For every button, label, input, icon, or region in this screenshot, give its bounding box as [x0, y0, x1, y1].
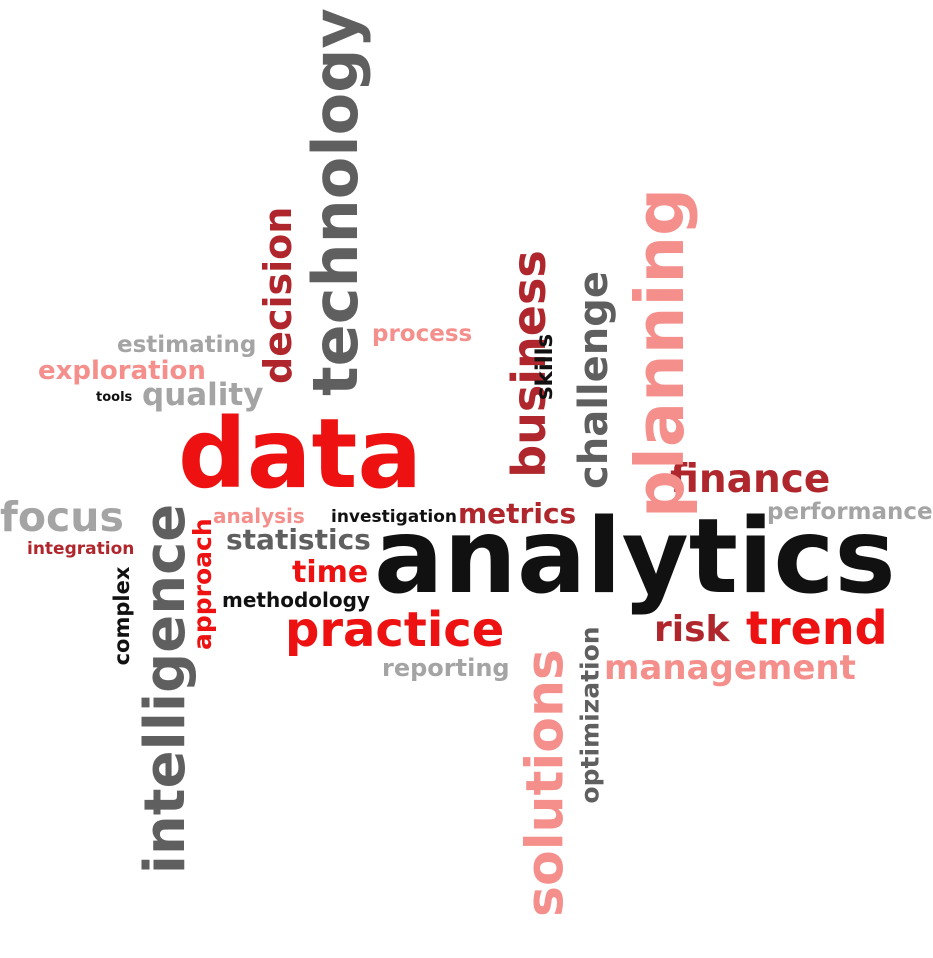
word-metrics: metrics — [458, 497, 577, 530]
word-integration: integration — [27, 539, 135, 559]
word-estimating: estimating — [117, 332, 257, 358]
word-analysis: analysis — [213, 504, 305, 528]
word-focus: focus — [0, 493, 124, 541]
word-practice: practice — [285, 602, 505, 658]
word-analytics: analytics — [374, 497, 896, 617]
word-technology: technology — [299, 8, 372, 396]
word-risk: risk — [654, 609, 730, 650]
word-management: management — [604, 648, 856, 688]
word-solutions: solutions — [515, 649, 576, 917]
word-time: time — [292, 555, 369, 590]
word-trend: trend — [746, 601, 888, 655]
word-tools: tools — [96, 390, 133, 405]
word-decision: decision — [256, 206, 300, 384]
word-skills: skills — [532, 333, 558, 401]
word-finance: finance — [670, 457, 831, 502]
word-statistics: statistics — [226, 523, 371, 556]
word-approach: approach — [188, 518, 217, 650]
word-reporting: reporting — [382, 654, 510, 682]
word-methodology: methodology — [222, 588, 370, 612]
word-process: process — [372, 321, 473, 347]
word-quality: quality — [142, 377, 264, 413]
word-optimization: optimization — [575, 626, 605, 804]
word-performance: performance — [767, 499, 933, 525]
word-exploration: exploration — [38, 356, 206, 386]
word-challenge: challenge — [571, 271, 617, 489]
word-planning: planning — [621, 187, 699, 519]
word-data: data — [178, 398, 423, 510]
word-investigation: investigation — [331, 507, 457, 527]
word-complex: complex — [110, 566, 134, 666]
